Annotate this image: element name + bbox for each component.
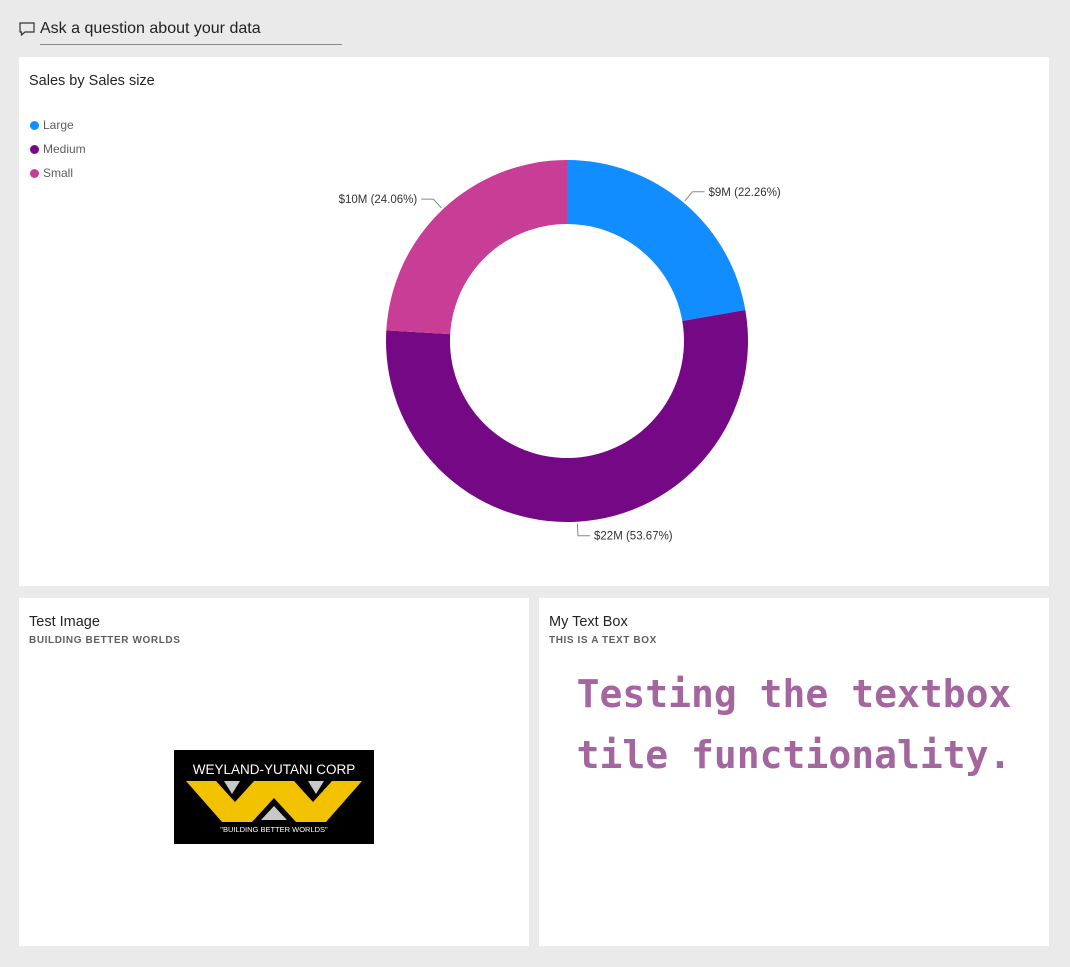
chart-legend: Large Medium Small (30, 113, 86, 185)
textbox-line-2: tile functionality. (576, 733, 1012, 777)
logo-accent-right (308, 781, 324, 794)
legend-label-small: Small (43, 166, 74, 180)
logo-wings-shape (186, 781, 362, 822)
image-tile-title: Test Image (29, 614, 100, 630)
chart-tile-title: Sales by Sales size (29, 73, 155, 89)
donut-slice-large[interactable] (567, 160, 746, 321)
donut-leader-medium (576, 523, 591, 537)
weyland-yutani-logo: WEYLAND-YUTANI CORP "BUILDING BETTER WOR… (174, 750, 374, 844)
legend-item-small[interactable]: Small (30, 161, 86, 185)
textbox-content: Testing the textbox tile functionality. (539, 664, 1049, 786)
donut-slice-small[interactable] (386, 160, 567, 335)
text-tile-title: My Text Box (549, 614, 628, 630)
legend-dot-small (30, 168, 39, 178)
image-tile[interactable]: Test Image BUILDING BETTER WORLDS WEYLAN… (19, 598, 529, 946)
text-tile[interactable]: My Text Box THIS IS A TEXT BOX Testing t… (539, 598, 1049, 946)
donut-leader-large (684, 191, 705, 202)
chart-tile[interactable]: Sales by Sales size Large Medium Small $… (19, 57, 1049, 586)
image-tile-subtitle: BUILDING BETTER WORLDS (29, 635, 181, 646)
legend-label-large: Large (43, 118, 74, 132)
logo-tagline-text: "BUILDING BETTER WORLDS" (220, 825, 328, 834)
qa-input[interactable] (40, 16, 342, 45)
legend-dot-medium (30, 144, 39, 154)
logo-accent-center (261, 806, 287, 820)
donut-chart: $9M (22.26%) $22M (53.67%) $10M (24.06%) (339, 160, 781, 543)
logo-accent-left (224, 781, 240, 794)
donut-leader-small (421, 198, 442, 209)
legend-item-medium[interactable]: Medium (30, 137, 86, 161)
donut-label-medium: $22M (53.67%) (594, 531, 673, 543)
legend-label-medium: Medium (43, 142, 86, 156)
legend-dot-large (30, 120, 39, 130)
legend-item-large[interactable]: Large (30, 113, 86, 137)
chat-bubble-icon (19, 22, 35, 37)
donut-label-small: $10M (24.06%) (339, 194, 418, 206)
qa-bar (18, 14, 344, 45)
logo-brand-text: WEYLAND-YUTANI CORP (193, 762, 356, 777)
textbox-line-1: Testing the textbox (576, 672, 1012, 716)
donut-slice-medium[interactable] (386, 310, 748, 522)
donut-label-large: $9M (22.26%) (709, 187, 781, 199)
text-tile-subtitle: THIS IS A TEXT BOX (549, 635, 657, 646)
